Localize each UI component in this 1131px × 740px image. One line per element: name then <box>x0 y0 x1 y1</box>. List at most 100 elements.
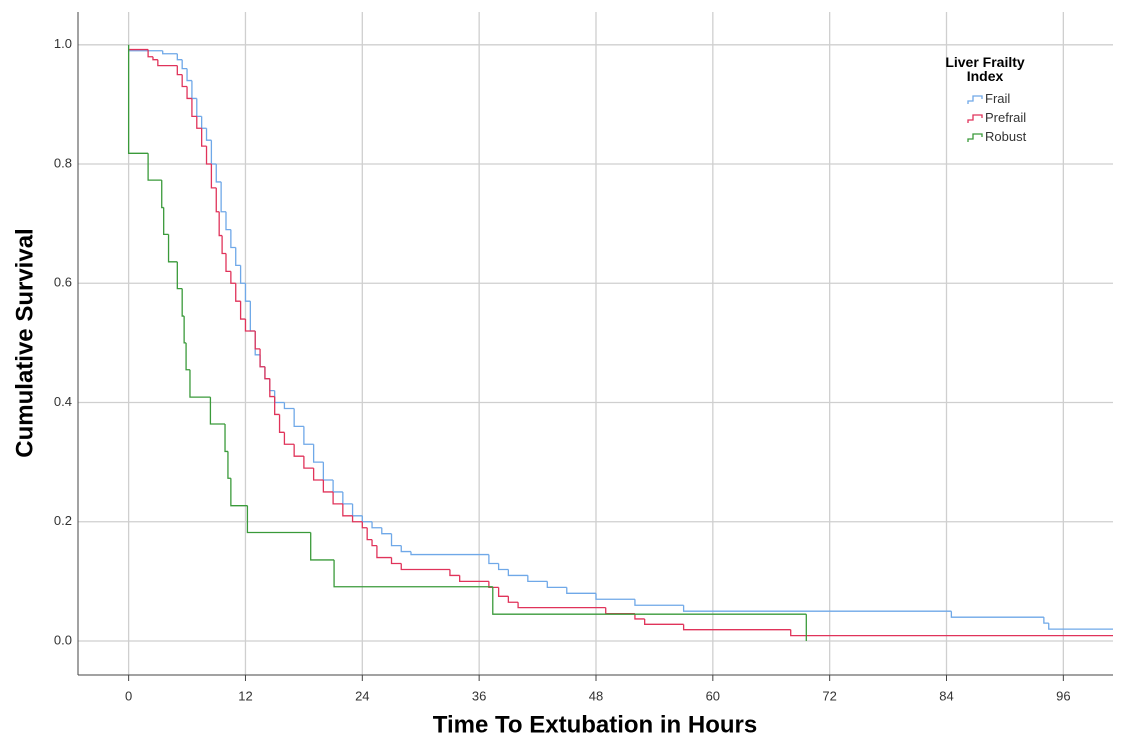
survival-step <box>950 611 1044 618</box>
survival-step <box>303 426 314 445</box>
legend: Liver Frailty Index Frail Prefrail Robust <box>935 55 1075 146</box>
survival-step <box>332 491 343 505</box>
survival-step <box>225 211 231 231</box>
survival-step <box>191 80 197 100</box>
survival-step <box>283 432 295 445</box>
survival-step <box>189 369 211 398</box>
survival-step <box>227 451 231 479</box>
survival-step <box>283 402 295 410</box>
survival-step <box>269 378 275 392</box>
y-tick-label: 0.6 <box>54 275 72 290</box>
survival-step <box>507 596 519 603</box>
survival-step <box>1043 617 1049 624</box>
legend-symbol <box>967 132 983 142</box>
survival-step <box>278 414 285 433</box>
survival-step <box>310 532 335 561</box>
legend-item: Robust <box>935 127 1075 146</box>
survival-step <box>546 581 567 589</box>
survival-step <box>351 515 363 523</box>
survival-step <box>333 559 493 588</box>
survival-step <box>254 330 261 350</box>
survival-step <box>244 319 256 332</box>
survival-step <box>492 586 807 615</box>
series <box>128 48 1113 637</box>
survival-step <box>322 462 334 481</box>
survival-step <box>332 480 343 493</box>
y-tick-label: 1.0 <box>54 36 72 51</box>
survival-step <box>225 253 231 273</box>
survival-step <box>264 366 270 380</box>
survival-step <box>449 569 460 577</box>
survival-step <box>459 575 489 583</box>
survival-step <box>293 444 304 457</box>
survival-step <box>497 587 509 597</box>
survival-step <box>361 515 373 523</box>
survival-step <box>259 348 265 368</box>
survival-step <box>147 49 153 58</box>
legend-title: Liver Frailty Index <box>945 54 1025 84</box>
survival-step <box>322 480 334 493</box>
survival-step <box>163 207 169 236</box>
series <box>127 44 807 642</box>
y-tick-label: 0.0 <box>54 632 72 647</box>
x-tick-label: 12 <box>238 688 252 703</box>
survival-step <box>215 187 220 213</box>
survival-step <box>176 261 183 290</box>
survival-step <box>381 527 392 535</box>
survival-step <box>176 53 183 61</box>
survival-step <box>244 283 251 302</box>
survival-step <box>186 68 192 82</box>
survival-step <box>605 607 635 615</box>
survival-step <box>196 98 202 117</box>
survival-step <box>274 396 280 416</box>
x-axis-title: Time To Extubation in Hours <box>433 711 757 738</box>
y-tick-label: 0.2 <box>54 513 72 528</box>
survival-step <box>293 408 304 428</box>
survival-step <box>634 599 684 606</box>
survival-step <box>205 128 212 141</box>
survival-step <box>215 164 222 183</box>
survival-step <box>1048 623 1113 630</box>
x-tick-label: 60 <box>706 688 720 703</box>
survival-step <box>127 44 149 154</box>
survival-step <box>161 180 164 209</box>
legend-line <box>967 113 983 123</box>
survival-step <box>221 235 226 255</box>
survival-step <box>566 587 596 594</box>
survival-step <box>220 181 226 213</box>
survival-step <box>595 593 635 600</box>
survival-step <box>224 423 228 453</box>
survival-step <box>312 444 324 463</box>
survival-step <box>254 330 261 356</box>
survival-step <box>682 605 952 612</box>
survival-step <box>517 602 606 609</box>
survival-step <box>157 59 178 67</box>
legend-label: Frail <box>985 91 1011 106</box>
survival-step <box>682 624 791 631</box>
legend-item: Frail <box>935 89 1075 108</box>
survival-step <box>246 505 311 534</box>
survival-step <box>376 545 392 559</box>
legend-symbol <box>967 113 983 123</box>
survival-step <box>162 50 178 55</box>
survival-step <box>303 456 314 469</box>
legend-label: Prefrail <box>985 110 1027 125</box>
survival-step <box>371 539 377 547</box>
survival-step <box>230 478 248 507</box>
survival-step <box>181 74 188 88</box>
x-tick-label: 48 <box>589 688 603 703</box>
y-tick-label: 0.8 <box>54 155 72 170</box>
survival-step <box>210 140 217 165</box>
survival-step <box>249 301 256 332</box>
survival-step <box>390 557 402 565</box>
survival-step <box>230 271 236 284</box>
legend-symbol <box>967 94 983 104</box>
x-tick-label: 24 <box>355 688 369 703</box>
legend-line <box>967 94 983 104</box>
y-axis-title: Cumulative Survival <box>11 228 38 457</box>
survival-step <box>181 288 185 317</box>
survival-step <box>259 354 265 368</box>
survival-step <box>239 301 246 320</box>
survival-step <box>209 397 226 425</box>
